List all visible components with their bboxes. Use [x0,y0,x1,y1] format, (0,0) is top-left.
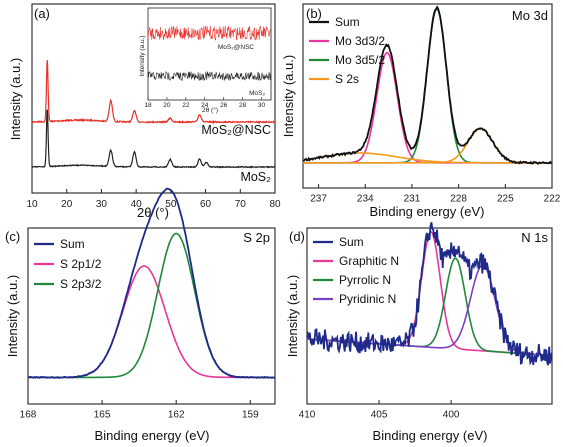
x-tick-label: 20 [61,199,73,210]
panel-a-x-ticks: 10 20 30 40 50 60 70 80 [26,189,281,210]
inset-tick-label: 22 [182,102,190,109]
component-s-2s [303,127,552,164]
inset-tick-label: 18 [144,102,152,109]
x-tick-label: 225 [497,194,514,205]
x-tick-label: 80 [269,199,281,210]
legend-label: Pyrrolic N [339,273,391,287]
legend-label: S 2p3/2 [60,277,102,291]
x-tick-label: 410 [299,410,316,421]
panel-d-xlabel: Binding energy (eV) [373,428,488,443]
x-tick-label: 50 [165,199,177,210]
panel-b-label: (b) [306,6,322,21]
x-tick-label: 165 [94,410,111,421]
x-tick-label: 60 [200,199,212,210]
sum-line [27,187,276,379]
x-tick-label: 400 [443,410,460,421]
panel-a-label: (a) [34,6,50,21]
panel-b-frame [302,3,553,189]
panel-a-frame [31,3,276,194]
panel-b-ylabel: Intensity (a.u.) [281,55,296,137]
inset-tick-label: 28 [239,102,247,109]
x-tick-label: 162 [168,410,185,421]
panel-b-legend: Sum Mo 3d3/2 Mo 3d5/2 S 2s [309,15,385,86]
x-tick-label: 30 [96,199,108,210]
inset-tick-label: 20 [163,102,171,109]
sum-line [306,222,553,366]
panel-d-legend: Sum Graphitic N Pyrrolic N Pyridinic N [313,235,399,306]
panel-d: (d) N 1s 410 405 400 Sum Graphitic N Pyrroli… [285,222,553,443]
xrd-line-MoS2@NSC [31,60,276,125]
panel-c-legend: Sum S 2p1/2 S 2p3/2 [34,237,102,291]
legend-label: Graphitic N [339,254,399,268]
inset-tick-label: 24 [201,102,209,109]
xrd-line-MoS2 [31,109,275,169]
legend-label: S 2s [335,72,359,86]
legend-label: Mo 3d3/2 [335,34,385,48]
panel-c-x-ticks: 168 165 162 159 [20,400,259,421]
panel-a-inset-xlabel: 2θ (°) [202,106,218,114]
sum-line [302,5,553,165]
component-s-2p3/2 [28,232,275,379]
x-tick-label: 40 [131,199,143,210]
legend-label: Sum [335,15,360,29]
x-tick-label: 222 [544,194,561,205]
panel-a: (a) 10 20 30 40 50 60 70 80 2θ (°) Intensity (a… [8,3,281,220]
panel-a-label-mos2-nsc: MoS₂@NSC [201,123,271,137]
x-tick-label: 159 [242,410,259,421]
x-tick-label: 237 [310,194,327,205]
inset-tick-label: 30 [258,102,266,109]
panel-a-inset-frame [147,7,272,101]
panel-a-inset-ylabel: Intensity (a.u.) [139,35,146,76]
inset-line-mos2 [147,70,271,82]
legend-label: Sum [339,235,364,249]
panel-b-curves [302,5,553,165]
legend-label: Pyridinic N [339,292,396,306]
panel-c-title: S 2p [243,230,270,245]
panel-c-ylabel: Intensity (a.u.) [5,275,20,357]
panel-d-title: N 1s [521,230,548,245]
panel-c-label: (c) [5,229,20,244]
panel-b-x-ticks: 237 234 231 228 225 222 [310,184,561,205]
panel-a-inset-curves [147,25,271,82]
panel-c-curves [27,187,276,379]
panel-d-label: (d) [289,229,305,244]
x-tick-label: 168 [20,410,37,421]
panel-a-inset-label-mos2: MoS₂ [249,90,265,97]
x-tick-label: 10 [26,199,38,210]
panel-c-frame [27,227,276,405]
panel-b-title: Mo 3d [512,8,548,23]
panel-d-ylabel: Intensity (a.u.) [285,275,300,357]
panel-a-inset-ticks: 18 20 22 24 26 28 30 [144,97,266,109]
inset-line-mos2-nsc [147,25,271,41]
panel-a-ylabel: Intensity (a.u.) [8,58,23,140]
panel-d-curves [306,222,553,366]
x-tick-label: 231 [404,194,421,205]
x-tick-label: 405 [371,410,388,421]
legend-label: S 2p1/2 [60,257,102,271]
legend-label: Mo 3d5/2 [335,53,385,67]
panel-a-label-mos2: MoS₂ [240,170,271,184]
panel-b-xlabel: Binding energy (eV) [370,204,485,219]
legend-label: Sum [60,237,85,251]
x-tick-label: 70 [235,199,247,210]
panel-a-inset-label-nsc: MoS₂@NSC [218,44,255,51]
panel-a-curves [31,60,276,169]
panel-b: (b) Mo 3d 237 234 231 228 225 222 Sum Mo 3d3/2… [281,3,561,219]
x-tick-label: 228 [450,194,467,205]
panel-c-xlabel: Binding energy (eV) [95,428,210,443]
panel-d-x-ticks: 410 405 400 [299,400,460,421]
inset-tick-label: 26 [220,102,228,109]
panel-a-inset: 18 20 22 24 26 28 30 2θ (°) Intensity (a.u.) M… [139,7,272,114]
x-tick-label: 234 [357,194,374,205]
